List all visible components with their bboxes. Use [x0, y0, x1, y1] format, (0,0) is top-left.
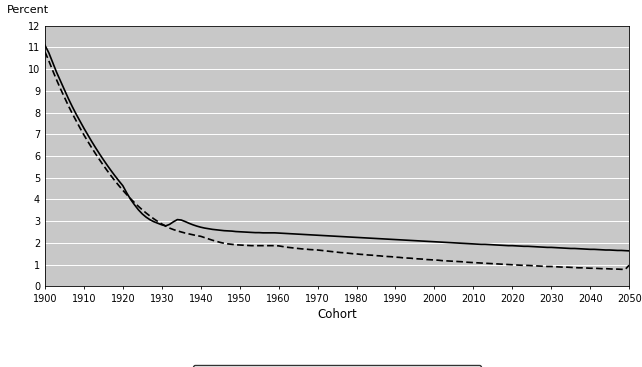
Leimer (1994): [450, 259, 458, 264]
Leimer (1994): [614, 267, 621, 271]
Present Analysis: [625, 249, 633, 253]
Line: Present Analysis: Present Analysis: [45, 45, 629, 251]
Leimer (1994): [325, 249, 333, 254]
Present Analysis: [395, 237, 403, 242]
Leimer (1994): [618, 267, 625, 272]
X-axis label: Cohort: Cohort: [317, 308, 357, 321]
Legend: Present Analysis, Leimer (1994): Present Analysis, Leimer (1994): [193, 365, 481, 367]
Leimer (1994): [395, 255, 403, 259]
Leimer (1994): [41, 50, 49, 54]
Leimer (1994): [248, 243, 256, 248]
Text: Percent: Percent: [7, 5, 49, 15]
Present Analysis: [325, 234, 333, 238]
Line: Leimer (1994): Leimer (1994): [45, 52, 629, 269]
Present Analysis: [450, 241, 458, 245]
Present Analysis: [41, 43, 49, 47]
Present Analysis: [614, 248, 621, 252]
Leimer (1994): [625, 263, 633, 268]
Leimer (1994): [411, 257, 419, 261]
Present Analysis: [248, 230, 256, 235]
Present Analysis: [411, 239, 419, 243]
